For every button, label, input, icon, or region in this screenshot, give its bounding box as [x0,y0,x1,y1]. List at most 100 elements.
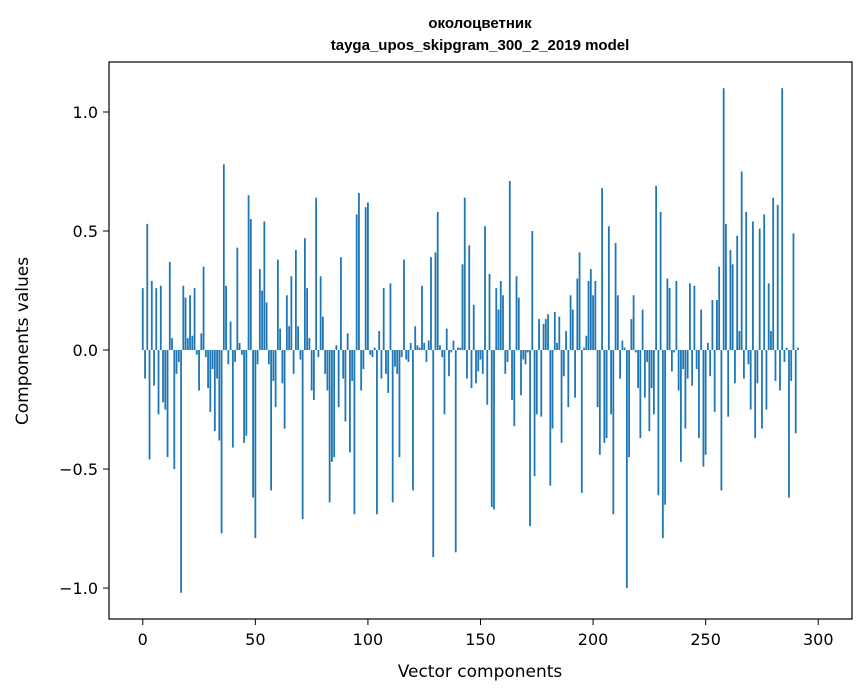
bar [679,350,682,462]
bar [227,350,230,365]
bar [333,350,336,458]
bar [360,350,363,391]
bar [574,350,576,398]
bar [439,345,441,351]
bar [297,326,300,351]
bar [265,302,268,351]
bar [231,350,234,448]
bar [412,350,414,491]
bar [468,245,471,351]
bar [607,226,610,351]
bar [191,335,194,351]
bar [583,347,585,351]
bar [756,350,759,384]
bar [776,204,779,351]
bar [472,304,475,351]
bar [596,350,599,408]
bar [770,330,772,351]
bar [729,250,732,351]
bar [639,350,642,439]
bar [589,269,592,351]
x-tick-label: 250 [690,630,721,649]
bar [425,350,428,362]
bar [783,350,786,362]
bar [731,264,734,351]
bar [240,350,243,355]
bar [256,350,259,365]
bar [637,350,640,389]
bar [430,257,432,351]
bar [427,340,430,351]
bar [657,350,660,496]
bar [722,88,725,351]
bar [747,350,750,365]
bar [346,333,349,351]
bar [252,350,254,498]
bar [486,350,489,405]
bar [209,350,212,412]
bar [533,350,536,477]
bar [283,350,286,429]
bar [367,202,369,351]
bar [652,350,655,415]
bar [628,350,630,458]
bar [643,350,646,398]
bar [303,238,306,351]
bar [619,350,621,379]
bar [648,350,651,431]
bar [414,326,417,351]
bar [524,350,527,365]
bar [479,350,482,360]
bar [353,350,356,515]
bar [477,350,480,372]
bar [675,280,678,351]
y-axis-ticks: 1.0 0.5 0.0 −0.5 −1.0 [59,103,109,598]
bar [520,350,522,396]
bar [452,340,455,351]
bar [189,295,191,351]
bar [164,350,167,410]
bar [531,231,534,351]
bar [490,350,493,508]
bar [306,288,309,351]
bar [270,350,273,491]
bar [495,288,498,351]
bar [707,342,709,351]
bar [319,276,322,351]
bar [529,350,531,527]
x-tick-label: 300 [803,630,834,649]
bar [389,283,392,351]
bar [614,242,617,351]
bar [198,350,200,391]
bar [186,338,189,351]
plot-frame [108,61,853,620]
bar [605,350,608,439]
bar [504,350,507,374]
bar [200,333,203,351]
bar [553,311,556,351]
bar [258,269,261,351]
bar [688,283,691,351]
bar [517,297,520,351]
bar [576,278,579,351]
bar [535,350,538,415]
bar [385,350,387,374]
chart-title-line2: tayga_upos_skipgram_300_2_2019 model [331,37,630,54]
bar [337,350,340,408]
bar [450,350,453,353]
bar [299,350,302,360]
bar [632,295,635,351]
bar [713,350,716,412]
bar [331,350,333,462]
bar [184,297,187,351]
bar [686,350,689,379]
bar [641,309,644,351]
bar [612,350,615,515]
bar [218,350,221,441]
bar [317,350,320,358]
bar [655,185,658,351]
bar [166,350,169,458]
bar [247,195,250,351]
x-axis-label: Vector components [398,662,563,682]
bar [515,276,518,351]
